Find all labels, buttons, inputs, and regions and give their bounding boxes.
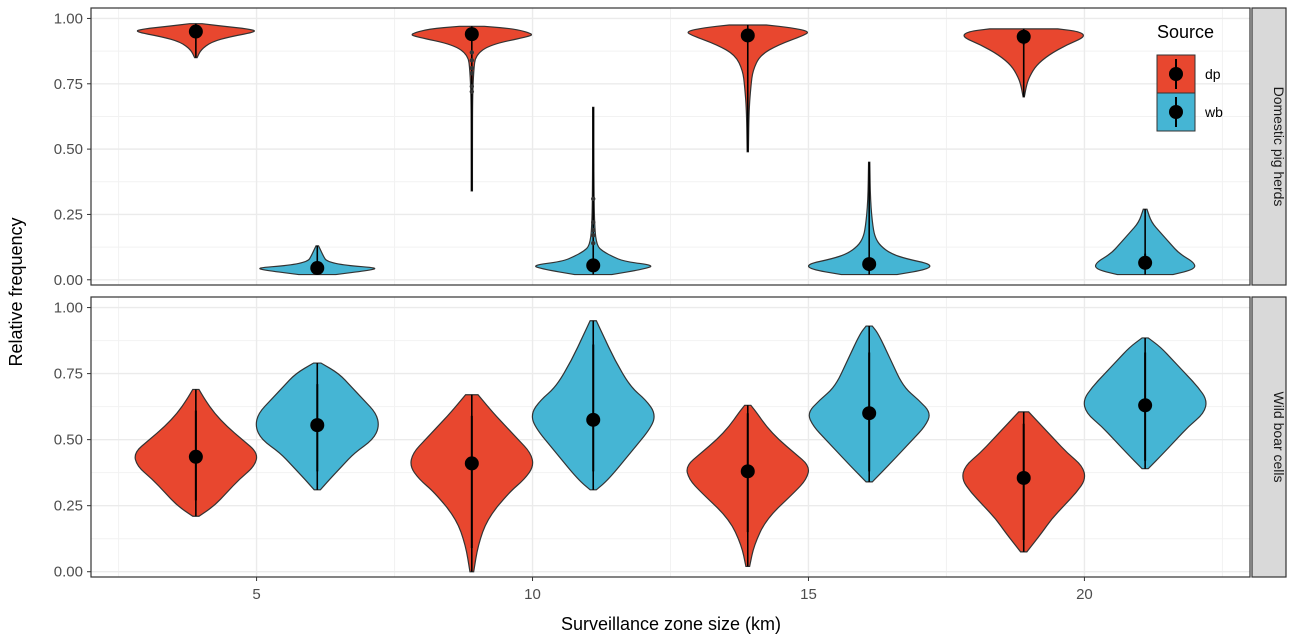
x-tick-label: 15 <box>800 586 817 603</box>
y-tick-label: 1.00 <box>54 300 83 317</box>
strip-label: Wild boar cells <box>1271 391 1287 482</box>
panel-border <box>90 296 1251 578</box>
legend-key-dp-point <box>1169 67 1183 81</box>
outlier-point <box>469 89 475 94</box>
outlier-point <box>469 58 475 63</box>
median-point <box>1138 255 1153 270</box>
violin-wb <box>1083 337 1207 470</box>
median-point <box>1016 470 1031 485</box>
y-tick-label: 1.00 <box>54 10 83 27</box>
legend-key-wb-point <box>1169 105 1183 119</box>
median-point <box>188 24 203 39</box>
violin-dp <box>686 404 810 568</box>
panel-0: 0.00 0.25 0.50 0.75 1.00 Domestic pig herds <box>54 7 1287 289</box>
median-point <box>1016 29 1031 44</box>
median-point <box>310 418 325 433</box>
y-tick-label: 0.50 <box>54 432 83 449</box>
outlier-point <box>591 240 596 246</box>
x-tick-label: 10 <box>524 586 541 603</box>
strip-background <box>1251 7 1287 286</box>
legend-item-dp: dp <box>1156 54 1221 94</box>
panel-border <box>90 7 1251 286</box>
outlier-point <box>469 71 475 76</box>
legend: Source dp wb <box>1156 22 1223 132</box>
x-tick-label: 20 <box>1076 586 1093 603</box>
violin-dp <box>136 23 255 59</box>
legend-label-wb: wb <box>1204 104 1223 120</box>
violin-wb <box>807 161 931 276</box>
outlier-point <box>469 84 475 89</box>
strip-background <box>1251 296 1287 578</box>
outlier-point <box>591 196 596 201</box>
violin-wb <box>531 320 655 491</box>
y-tick-label: 0.50 <box>54 141 83 158</box>
violin-wb <box>255 362 379 491</box>
median-point <box>740 464 755 479</box>
y-tick-label: 0.25 <box>54 498 83 515</box>
x-axis-title: Surveillance zone size (km) <box>561 614 781 634</box>
median-point <box>586 258 601 273</box>
median-point <box>862 257 877 272</box>
outlier-point <box>591 220 596 225</box>
x-axis: 5 10 15 20 <box>252 577 1093 603</box>
legend-label-dp: dp <box>1205 66 1221 82</box>
violin-dp <box>963 28 1084 98</box>
y-axis-title: Relative frequency <box>6 217 26 366</box>
violin-dp <box>687 24 809 153</box>
median-point <box>862 406 877 421</box>
strip-label: Domestic pig herds <box>1271 87 1287 207</box>
violin-wb <box>259 245 376 276</box>
y-tick-label: 0.75 <box>54 366 83 383</box>
y-tick-label: 0.75 <box>54 76 83 93</box>
median-point <box>188 449 203 464</box>
median-point <box>1138 398 1153 413</box>
median-point <box>310 261 325 276</box>
outlier-point <box>469 65 475 71</box>
y-tick-label: 0.00 <box>54 564 83 581</box>
panel-1: 0.00 0.25 0.50 0.75 1.00 Wild boar cells <box>54 296 1287 581</box>
x-tick-label: 5 <box>252 586 260 603</box>
legend-item-wb: wb <box>1156 92 1223 132</box>
y-tick-label: 0.00 <box>54 272 83 289</box>
median-point <box>740 28 755 43</box>
median-point <box>464 456 479 471</box>
violin-dp <box>962 411 1086 553</box>
violin-dp <box>134 388 258 517</box>
violin-wb <box>808 325 930 483</box>
median-point <box>586 412 601 427</box>
y-tick-label: 0.25 <box>54 206 83 223</box>
legend-title: Source <box>1157 22 1214 42</box>
violin-dp <box>411 25 533 192</box>
outlier-point <box>591 233 596 238</box>
outlier-point <box>591 227 596 233</box>
outlier-point <box>469 50 475 55</box>
median-point <box>464 27 479 42</box>
violin-dp <box>410 394 534 573</box>
violin-wb <box>535 106 652 276</box>
violin-wb <box>1094 208 1196 276</box>
